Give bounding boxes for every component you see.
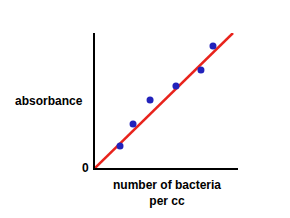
svg-text:absorbance: absorbance xyxy=(15,94,83,108)
svg-text:number of bacteriaper cc: number of bacteriaper cc xyxy=(113,178,221,208)
svg-text:0: 0 xyxy=(82,161,89,175)
